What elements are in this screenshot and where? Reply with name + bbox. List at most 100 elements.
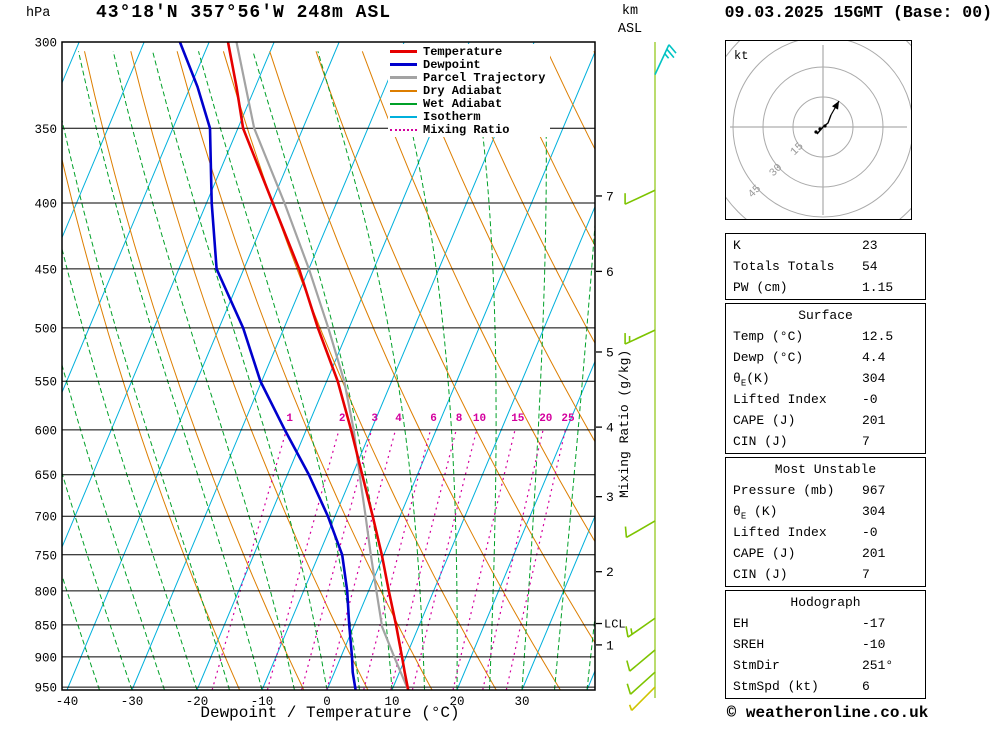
legend-line-swatch bbox=[390, 89, 417, 92]
temperature-tick-label: 0 bbox=[323, 695, 331, 709]
wind-barb bbox=[628, 686, 656, 711]
hodograph-ring-label: 30 bbox=[767, 162, 785, 180]
stat-label: Totals Totals bbox=[733, 259, 835, 274]
stat-label: θE(K) bbox=[733, 371, 770, 389]
dewpoint-curve bbox=[178, 42, 357, 690]
stat-value: 251° bbox=[862, 658, 894, 673]
dry-adiabat bbox=[454, 51, 595, 345]
mixing-ratio-line bbox=[326, 429, 397, 690]
legend-label: Temperature bbox=[423, 44, 503, 59]
pressure-tick-label: 700 bbox=[34, 511, 57, 525]
stat-value: -17 bbox=[862, 616, 886, 631]
isotherm-line bbox=[326, 50, 595, 690]
stat-value: 54 bbox=[862, 259, 878, 274]
wet-adiabat bbox=[554, 218, 595, 690]
altitude-unit-asl: ASL bbox=[617, 22, 643, 37]
hodograph-dot bbox=[823, 124, 827, 128]
pressure-tick-label: 900 bbox=[34, 651, 57, 665]
stat-row: θE (K) 304 bbox=[733, 501, 918, 522]
legend-entry: Dry Adiabat bbox=[390, 84, 545, 97]
legend-entry: Mixing Ratio bbox=[390, 123, 545, 136]
wind-barb bbox=[625, 617, 656, 638]
stat-label: StmSpd (kt) bbox=[733, 679, 819, 694]
stats-box: Surface Temp (°C) 12.5 Dewp (°C) 4.4 θE(K) 304… bbox=[725, 303, 926, 454]
pressure-unit-label: hPa bbox=[26, 6, 51, 21]
legend-line-swatch bbox=[390, 63, 417, 66]
mixing-ratio-value-label: 25 bbox=[561, 413, 575, 425]
stat-row: SREH -10 bbox=[733, 634, 918, 655]
plot-border bbox=[61, 41, 596, 691]
mixing-ratio-value-label: 3 bbox=[371, 413, 378, 425]
stat-value: 6 bbox=[862, 679, 870, 694]
mixing-ratio-value-label: 15 bbox=[511, 413, 525, 425]
hodograph-ring bbox=[762, 66, 884, 188]
stat-row: StmDir 251° bbox=[733, 655, 918, 676]
temperature-tick-label: -40 bbox=[56, 695, 79, 709]
mixing-ratio-value-label: 4 bbox=[395, 413, 402, 425]
stat-row: Pressure (mb) 967 bbox=[733, 480, 918, 501]
wind-barb bbox=[654, 44, 677, 75]
stat-row: CIN (J) 7 bbox=[733, 431, 918, 452]
wind-barb bbox=[624, 189, 656, 205]
dry-adiabat bbox=[84, 51, 305, 690]
stat-value: 967 bbox=[862, 483, 886, 498]
dry-adiabat bbox=[500, 51, 595, 247]
wind-barb-full-tick bbox=[626, 660, 631, 672]
isotherm-line bbox=[62, 42, 275, 549]
isotherm-line bbox=[456, 360, 595, 690]
mixing-ratio-line bbox=[266, 429, 340, 690]
mixing-ratio-line bbox=[211, 429, 287, 690]
stat-label: Pressure (mb) bbox=[733, 483, 835, 498]
dry-adiabat bbox=[62, 157, 241, 690]
stat-value: 12.5 bbox=[862, 329, 894, 344]
stats-section-title: Surface bbox=[798, 308, 853, 323]
stat-row: CIN (J) 7 bbox=[733, 564, 918, 585]
legend-entry: Isotherm bbox=[390, 110, 545, 123]
stat-label: CIN (J) bbox=[733, 567, 788, 582]
altitude-tick-label: 7 bbox=[606, 189, 614, 204]
isotherm-line bbox=[521, 514, 595, 690]
stats-box: Hodograph EH -17 SREH -10 StmDir 251° StmSpd (k… bbox=[725, 590, 926, 699]
wet-adiabat bbox=[62, 117, 230, 690]
hodograph-dot bbox=[818, 127, 822, 131]
pressure-tick-label: 500 bbox=[34, 322, 57, 336]
wet-adiabat-lines bbox=[62, 51, 595, 690]
legend-entry: Temperature bbox=[390, 45, 545, 58]
wind-barb-staff bbox=[629, 671, 656, 695]
isotherm-line bbox=[261, 42, 535, 690]
lcl-label: LCL bbox=[604, 618, 626, 632]
mixing-ratio-line bbox=[363, 429, 432, 690]
legend-label: Wet Adiabat bbox=[423, 96, 503, 111]
stat-row: StmSpd (kt) 6 bbox=[733, 676, 918, 697]
wind-barb-half-tick bbox=[628, 704, 633, 711]
mixing-ratio-axis-label: Mixing Ratio (g/kg) bbox=[617, 349, 632, 498]
temperature-tick-label: 10 bbox=[384, 695, 399, 709]
stat-label: PW (cm) bbox=[733, 280, 788, 295]
stat-label: CAPE (J) bbox=[733, 413, 796, 428]
mixing-ratio-line bbox=[411, 429, 478, 690]
altitude-tick-label: 2 bbox=[606, 565, 614, 580]
stat-value: -10 bbox=[862, 637, 886, 652]
stat-row: CAPE (J) 201 bbox=[733, 410, 918, 431]
mixing-ratio-value-label: 10 bbox=[473, 413, 486, 425]
dry-adiabat bbox=[361, 51, 595, 543]
temperature-tick-label: 20 bbox=[449, 695, 464, 709]
dry-adiabat bbox=[176, 51, 433, 690]
mixing-ratio-lines bbox=[211, 429, 566, 690]
stat-value: -0 bbox=[862, 392, 878, 407]
stat-value: 304 bbox=[862, 504, 886, 519]
stat-label: EH bbox=[733, 616, 749, 631]
wet-adiabat bbox=[471, 51, 497, 690]
mixing-ratio-line bbox=[505, 429, 566, 690]
stat-label: StmDir bbox=[733, 658, 780, 673]
wind-barb-staff bbox=[626, 520, 656, 539]
wind-barb-half-tick bbox=[630, 628, 633, 635]
stat-label: θE (K) bbox=[733, 504, 778, 522]
stat-label: Temp (°C) bbox=[733, 329, 804, 344]
stats-section-title: Most Unstable bbox=[774, 462, 877, 477]
legend-label: Mixing Ratio bbox=[423, 122, 510, 137]
wind-barb-full-tick bbox=[668, 44, 677, 54]
stat-label: Lifted Index bbox=[733, 525, 827, 540]
